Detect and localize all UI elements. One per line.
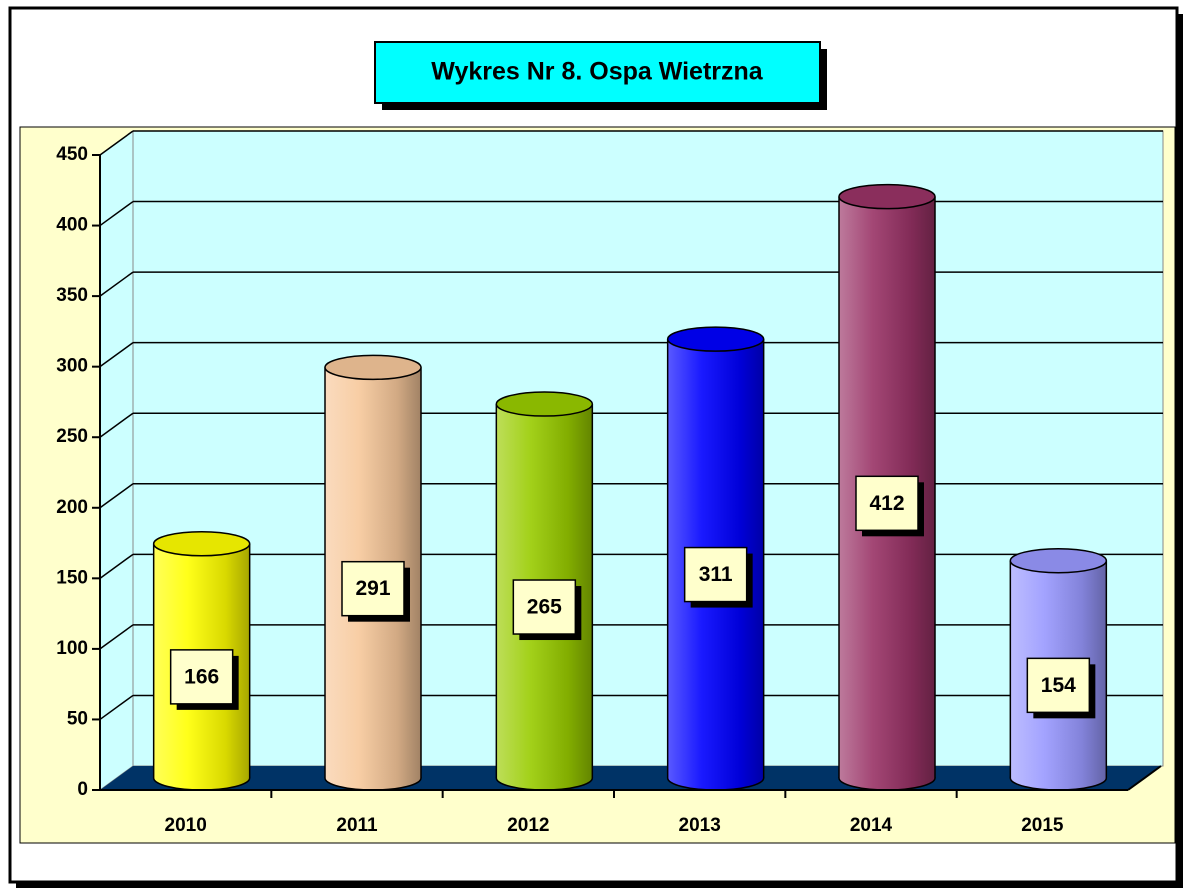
label-box — [1026, 657, 1091, 714]
grid-line — [99, 553, 134, 579]
floor — [100, 766, 1161, 790]
x-tick-label: 2013 — [679, 815, 721, 836]
floor-edge — [1127, 765, 1162, 791]
grid-line — [99, 200, 134, 227]
x-tick-label: 2015 — [1021, 815, 1064, 836]
x-tick-label: 2010 — [165, 815, 207, 836]
bar-top — [495, 391, 594, 417]
x-tick-label: 2011 — [336, 815, 378, 836]
y-tick-label: 200 — [56, 497, 88, 518]
value-label: 291 — [355, 577, 390, 600]
label-box — [855, 475, 919, 532]
grid-line — [99, 412, 134, 438]
chart-title: Wykres Nr 8. Ospa Wietrzna — [431, 58, 763, 86]
value-label: 166 — [184, 665, 219, 688]
grid-line — [99, 624, 134, 650]
y-tick-label: 50 — [67, 708, 88, 729]
y-tick-label: 100 — [56, 638, 88, 659]
grid-line — [99, 342, 134, 368]
label-box — [683, 546, 748, 603]
bar-top — [666, 326, 765, 352]
value-label: 311 — [699, 563, 733, 586]
label-box — [169, 649, 234, 705]
grid-line — [99, 694, 134, 721]
grid-line — [99, 130, 134, 156]
back-wall — [132, 130, 1164, 767]
bar-top — [324, 354, 422, 381]
value-label: 265 — [527, 596, 562, 619]
bar-top — [1009, 547, 1108, 574]
y-tick-label: 300 — [56, 356, 88, 377]
y-tick-label: 350 — [56, 285, 88, 306]
bar-top — [838, 183, 936, 210]
x-tick-label: 2012 — [507, 815, 549, 836]
title-box — [374, 41, 821, 104]
label-box — [341, 560, 405, 617]
value-label: 412 — [869, 492, 904, 515]
y-tick-label: 450 — [56, 144, 88, 165]
y-tick-label: 150 — [56, 567, 88, 588]
bar-top — [152, 531, 251, 557]
side-wall — [99, 130, 134, 791]
grid-line — [99, 271, 134, 297]
x-tick-label: 2014 — [850, 815, 893, 836]
value-label: 154 — [1041, 674, 1076, 697]
y-tick-label: 250 — [56, 426, 88, 447]
label-box — [512, 579, 577, 635]
y-tick-label: 0 — [77, 779, 88, 800]
grid-line — [99, 483, 134, 509]
y-tick-label: 400 — [56, 215, 88, 236]
